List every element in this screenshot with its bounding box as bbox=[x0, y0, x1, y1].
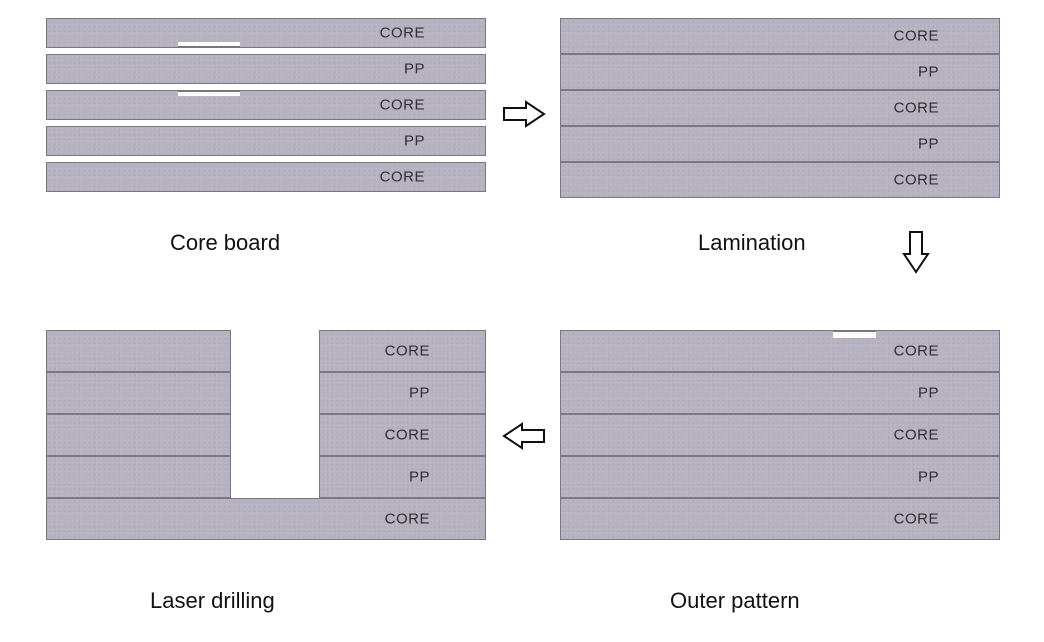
layer-core-2: CORE bbox=[560, 414, 1000, 456]
layer-core-2-right: CORE bbox=[319, 414, 486, 456]
drill-hole bbox=[231, 372, 319, 414]
layer-pp-2-right: PP bbox=[319, 456, 486, 498]
layer-pp-1: PP bbox=[46, 54, 486, 84]
caption-core-board: Core board bbox=[170, 230, 280, 256]
layer-label: CORE bbox=[894, 511, 939, 528]
layer-label: PP bbox=[404, 133, 425, 150]
panel-core-board: CORE PP CORE PP CORE bbox=[46, 18, 486, 192]
drill-hole bbox=[231, 456, 319, 498]
layer-core-3: CORE bbox=[560, 498, 1000, 540]
layer-label: CORE bbox=[894, 28, 939, 45]
layer-label: PP bbox=[409, 469, 430, 486]
layer-label: CORE bbox=[894, 427, 939, 444]
layer-label: CORE bbox=[385, 511, 430, 528]
layer-core-3: CORE bbox=[560, 162, 1000, 198]
layer-core-2: CORE bbox=[560, 90, 1000, 126]
layer-label: PP bbox=[918, 136, 939, 153]
layer-pp-2: PP bbox=[560, 456, 1000, 498]
arrow-right-icon bbox=[502, 98, 546, 130]
caption-lamination: Lamination bbox=[698, 230, 806, 256]
top-notch bbox=[833, 331, 877, 338]
layer-label: CORE bbox=[894, 343, 939, 360]
layer-pp-2-left bbox=[46, 456, 231, 498]
layer-label: CORE bbox=[894, 172, 939, 189]
layer-label: PP bbox=[409, 385, 430, 402]
notch bbox=[178, 42, 239, 47]
layer-label: CORE bbox=[380, 25, 425, 42]
layer-label: PP bbox=[918, 385, 939, 402]
layer-label: PP bbox=[918, 469, 939, 486]
caption-outer-pattern: Outer pattern bbox=[670, 588, 800, 614]
layer-label: CORE bbox=[385, 427, 430, 444]
layer-pp-1: PP bbox=[560, 54, 1000, 90]
caption-laser-drilling: Laser drilling bbox=[150, 588, 275, 614]
layer-label: PP bbox=[404, 61, 425, 78]
layer-core-2-left bbox=[46, 414, 231, 456]
layer-label: CORE bbox=[380, 97, 425, 114]
arrow-down-icon bbox=[900, 230, 932, 274]
layer-core-1: CORE bbox=[46, 18, 486, 48]
layer-core-3: CORE bbox=[46, 498, 486, 540]
layer-core-3: CORE bbox=[46, 162, 486, 192]
layer-pp-1-left bbox=[46, 372, 231, 414]
layer-pp-2: PP bbox=[560, 126, 1000, 162]
layer-label: CORE bbox=[385, 343, 430, 360]
layer-pp-1-right: PP bbox=[319, 372, 486, 414]
layer-label: CORE bbox=[380, 169, 425, 186]
arrow-left-icon bbox=[502, 420, 546, 452]
layer-core-1-right: CORE bbox=[319, 330, 486, 372]
layer-core-2: CORE bbox=[46, 90, 486, 120]
layer-pp-1: PP bbox=[560, 372, 1000, 414]
notch bbox=[178, 91, 239, 96]
panel-outer-pattern: CORE PP CORE PP CORE bbox=[560, 330, 1000, 540]
panel-laser-drilling: CORE PP CORE PP CORE bbox=[46, 330, 486, 540]
layer-label: PP bbox=[918, 64, 939, 81]
layer-core-1: CORE bbox=[560, 330, 1000, 372]
drill-hole bbox=[231, 330, 319, 372]
drill-hole bbox=[231, 414, 319, 456]
layer-core-1: CORE bbox=[560, 18, 1000, 54]
layer-pp-2: PP bbox=[46, 126, 486, 156]
layer-core-1-left bbox=[46, 330, 231, 372]
panel-lamination: CORE PP CORE PP CORE bbox=[560, 18, 1000, 198]
layer-label: CORE bbox=[894, 100, 939, 117]
